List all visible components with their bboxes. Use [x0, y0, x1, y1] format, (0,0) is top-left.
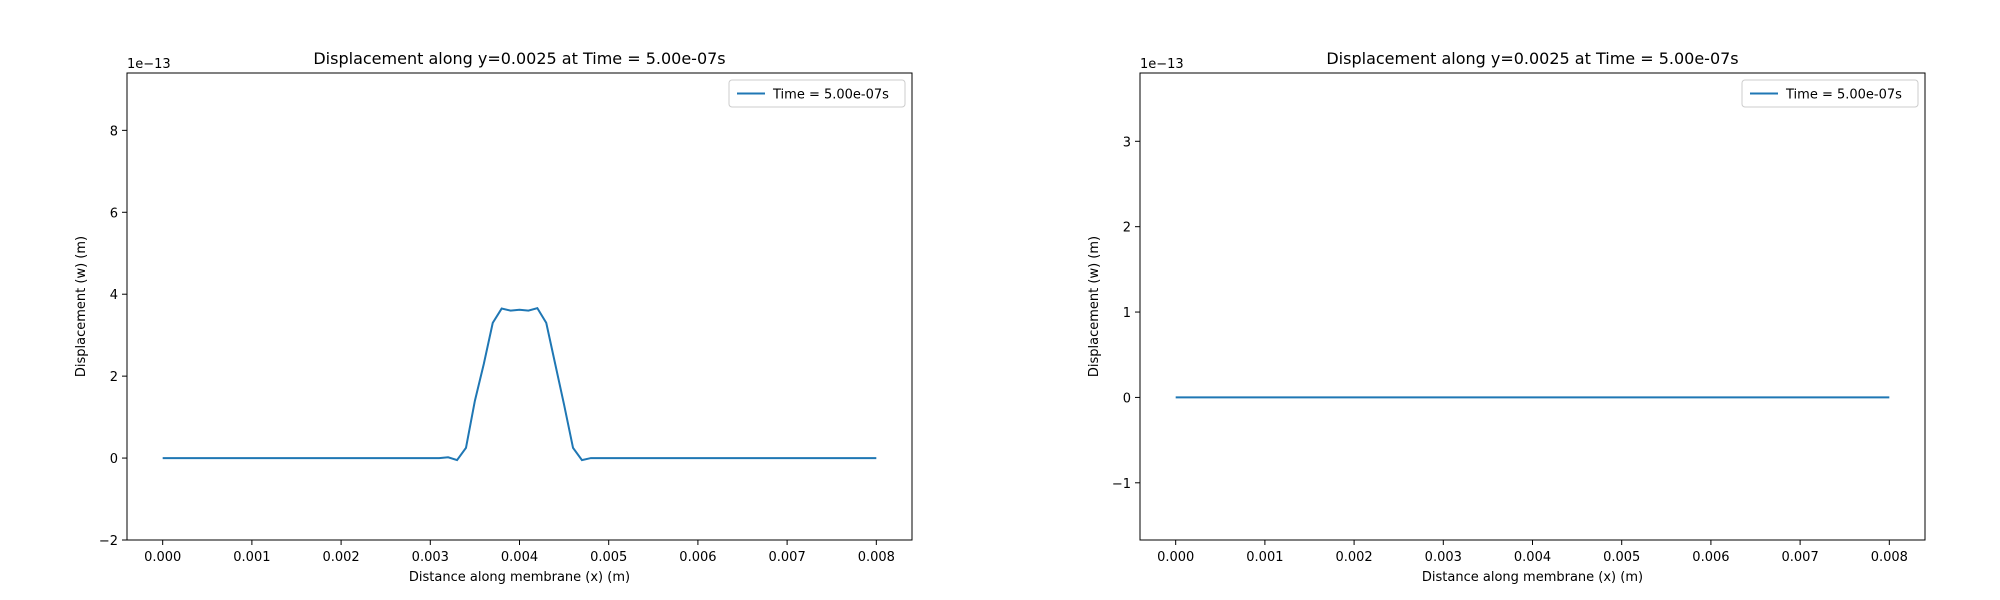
- chart-right-legend-label: Time = 5.00e-07s: [1785, 88, 1902, 103]
- chart-right-x-tick-label: 0.002: [1335, 550, 1372, 565]
- chart-right-x-tick-label: 0.008: [1871, 550, 1908, 565]
- chart-left-plot-area: [126, 72, 913, 541]
- chart-right-y-axis-label: Displacement (w) (m): [1087, 236, 1102, 377]
- chart-right-y-tick-label: 1: [1123, 306, 1131, 321]
- chart-right-y-ticks: −1 0 1 2 3: [1112, 135, 1140, 492]
- chart-right-y-tick-label: 3: [1123, 135, 1131, 150]
- chart-right-y-tick-label: −1: [1112, 477, 1131, 492]
- chart-left-series-line: [162, 306, 877, 462]
- chart-left-legend-box: [728, 79, 906, 108]
- chart-left-x-tick-label: 0.007: [769, 550, 806, 565]
- chart-left-x-tick-label: 0.008: [858, 550, 895, 565]
- chart-left-x-tick-label: 0.005: [590, 550, 627, 565]
- chart-right-x-axis-label: Distance along membrane (x) (m): [1422, 570, 1643, 585]
- chart-left-legend-label: Time = 5.00e-07s: [772, 88, 889, 103]
- chart-right-x-tick-label: 0.001: [1246, 550, 1283, 565]
- chart-left-x-tick-label: 0.000: [144, 550, 181, 565]
- chart-left-x-tick-label: 0.004: [501, 550, 538, 565]
- chart-left-x-ticks: 0.000 0.001 0.002 0.003 0.004 0.005 0.006 0.007…: [144, 540, 895, 565]
- chart-right-x-ticks: 0.000 0.001 0.002 0.003 0.004 0.005 0.006 0.007…: [1157, 540, 1908, 565]
- chart-right-x-tick-label: 0.000: [1157, 550, 1194, 565]
- chart-right-legend-box: [1741, 79, 1919, 108]
- chart-left-x-tick-label: 0.002: [322, 550, 359, 565]
- chart-left-x-axis-label: Distance along membrane (x) (m): [409, 570, 630, 585]
- chart-right-x-tick-label: 0.006: [1692, 550, 1729, 565]
- chart-left-offset-label: 1e−13: [127, 57, 171, 72]
- chart-right-y-tick-label: 0: [1123, 391, 1131, 406]
- chart-left-y-tick-label: 4: [110, 288, 118, 303]
- chart-left-title: Displacement along y=0.0025 at Time = 5.…: [313, 49, 725, 68]
- chart-left-legend: Time = 5.00e-07s: [728, 79, 906, 108]
- chart-right-x-tick-label: 0.007: [1782, 550, 1819, 565]
- chart-left-x-tick-label: 0.003: [412, 550, 449, 565]
- chart-left-y-tick-label: 0: [110, 452, 118, 467]
- chart-right-x-tick-label: 0.003: [1425, 550, 1462, 565]
- chart-right-title: Displacement along y=0.0025 at Time = 5.…: [1326, 49, 1738, 68]
- chart-left-x-tick-label: 0.006: [679, 550, 716, 565]
- chart-right-y-tick-label: 2: [1123, 221, 1131, 236]
- chart-left-y-tick-label: 6: [110, 206, 118, 221]
- chart-right-plot-area: [1139, 72, 1926, 541]
- chart-right-offset-label: 1e−13: [1140, 57, 1184, 72]
- chart-right: Displacement along y=0.0025 at Time = 5.…: [1087, 49, 1926, 585]
- chart-left-y-tick-label: 2: [110, 370, 118, 385]
- chart-left: Displacement along y=0.0025 at Time = 5.…: [74, 49, 913, 585]
- chart-left-y-tick-label: 8: [110, 124, 118, 139]
- chart-right-legend: Time = 5.00e-07s: [1741, 79, 1919, 108]
- chart-right-x-tick-label: 0.005: [1603, 550, 1640, 565]
- chart-right-x-tick-label: 0.004: [1514, 550, 1551, 565]
- chart-left-y-axis-label: Displacement (w) (m): [74, 236, 89, 377]
- chart-left-y-ticks: −2 0 2 4 6 8: [99, 124, 127, 549]
- chart-left-y-tick-label: −2: [99, 534, 118, 549]
- chart-left-x-tick-label: 0.001: [233, 550, 270, 565]
